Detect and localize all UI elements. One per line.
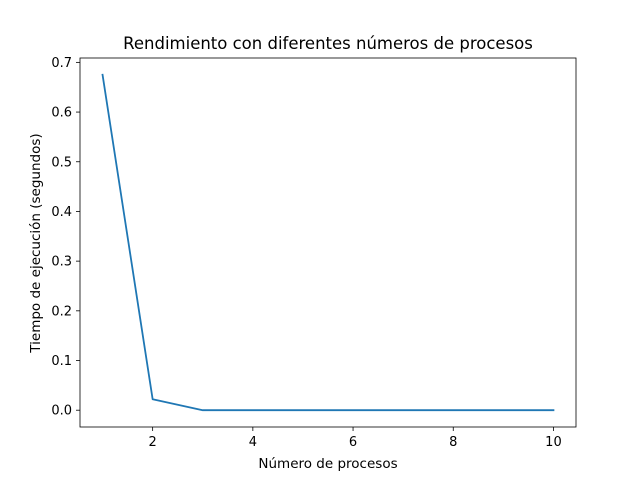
y-axis-ticks: 0.0 0.1 0.2 0.3 0.4 0.5 0.6 0.7 bbox=[51, 56, 80, 419]
y-tick-label: 0.5 bbox=[51, 155, 72, 170]
x-tick-label: 6 bbox=[349, 435, 357, 450]
y-tick-label: 0.1 bbox=[51, 354, 72, 369]
y-tick-label: 0.2 bbox=[51, 304, 72, 319]
x-axis-ticks: 2 4 6 8 10 bbox=[149, 427, 562, 450]
chart-title: Rendimiento con diferentes números de pr… bbox=[123, 34, 533, 53]
y-tick-label: 0.0 bbox=[51, 404, 72, 419]
x-tick-label: 10 bbox=[545, 435, 562, 450]
x-tick-label: 8 bbox=[449, 435, 457, 450]
series-layer bbox=[101, 73, 555, 412]
x-axis-label: Número de procesos bbox=[258, 456, 397, 472]
series-line bbox=[101, 73, 555, 412]
y-tick-label: 0.7 bbox=[51, 56, 72, 71]
y-tick-label: 0.4 bbox=[51, 205, 72, 220]
x-tick-label: 4 bbox=[249, 435, 257, 450]
y-tick-label: 0.3 bbox=[51, 255, 72, 270]
plot-frame bbox=[79, 57, 577, 428]
y-tick-label: 0.6 bbox=[51, 106, 72, 121]
x-tick-label: 2 bbox=[149, 435, 157, 450]
y-axis-label: Tiempo de ejecución (segundos) bbox=[28, 133, 44, 353]
